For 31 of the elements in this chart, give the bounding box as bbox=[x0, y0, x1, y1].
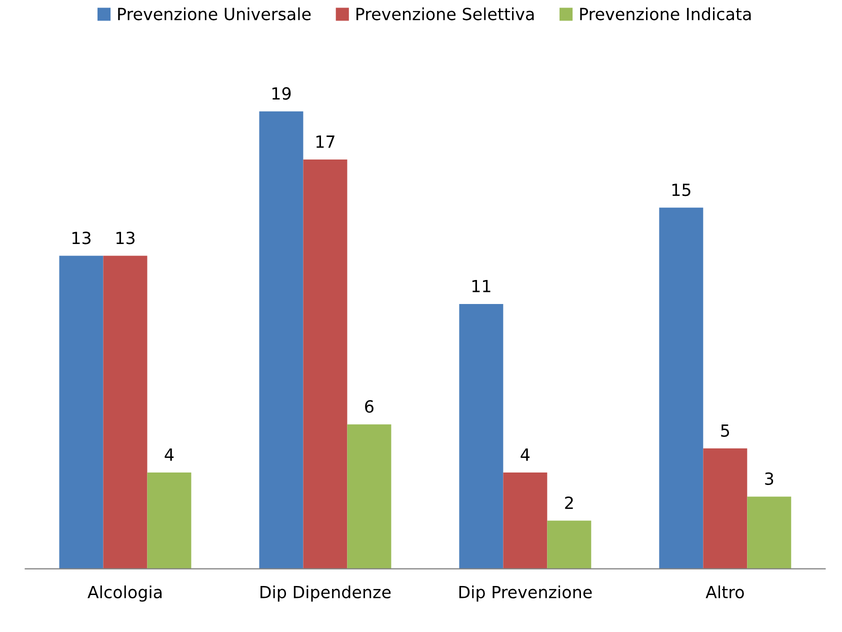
data-label: 15 bbox=[672, 184, 690, 196]
data-label: 3 bbox=[765, 472, 774, 486]
data-label: 4 bbox=[164, 448, 174, 461]
legend-label: Prevenzione Universale bbox=[118, 7, 311, 20]
legend-label: Prevenzione Selettiva bbox=[356, 7, 534, 20]
bar bbox=[503, 472, 548, 569]
bar bbox=[147, 472, 192, 569]
data-label: 2 bbox=[565, 496, 573, 509]
x-tick-label: Dip Dipendenze bbox=[260, 585, 391, 602]
bar bbox=[547, 520, 592, 569]
bar bbox=[747, 496, 792, 569]
bar bbox=[103, 256, 148, 569]
x-tick-label: Dip Prevenzione bbox=[459, 585, 592, 602]
data-label: 6 bbox=[365, 400, 374, 413]
data-label: 13 bbox=[72, 232, 91, 244]
data-label: 5 bbox=[721, 424, 730, 437]
data-label: 13 bbox=[116, 232, 135, 244]
x-tick-label: Altro bbox=[706, 585, 744, 598]
bar bbox=[703, 448, 748, 569]
x-tick-label: Alcologia bbox=[88, 585, 162, 602]
data-label: 11 bbox=[472, 280, 490, 292]
bar bbox=[59, 256, 104, 569]
bar bbox=[659, 208, 704, 569]
bar bbox=[259, 111, 304, 569]
data-label: 4 bbox=[520, 448, 530, 461]
data-label: 17 bbox=[316, 136, 334, 148]
data-label: 19 bbox=[272, 87, 291, 100]
bar bbox=[459, 304, 504, 569]
bar bbox=[347, 424, 392, 569]
bar bbox=[303, 160, 348, 569]
legend-label: Prevenzione Indicata bbox=[580, 7, 751, 20]
